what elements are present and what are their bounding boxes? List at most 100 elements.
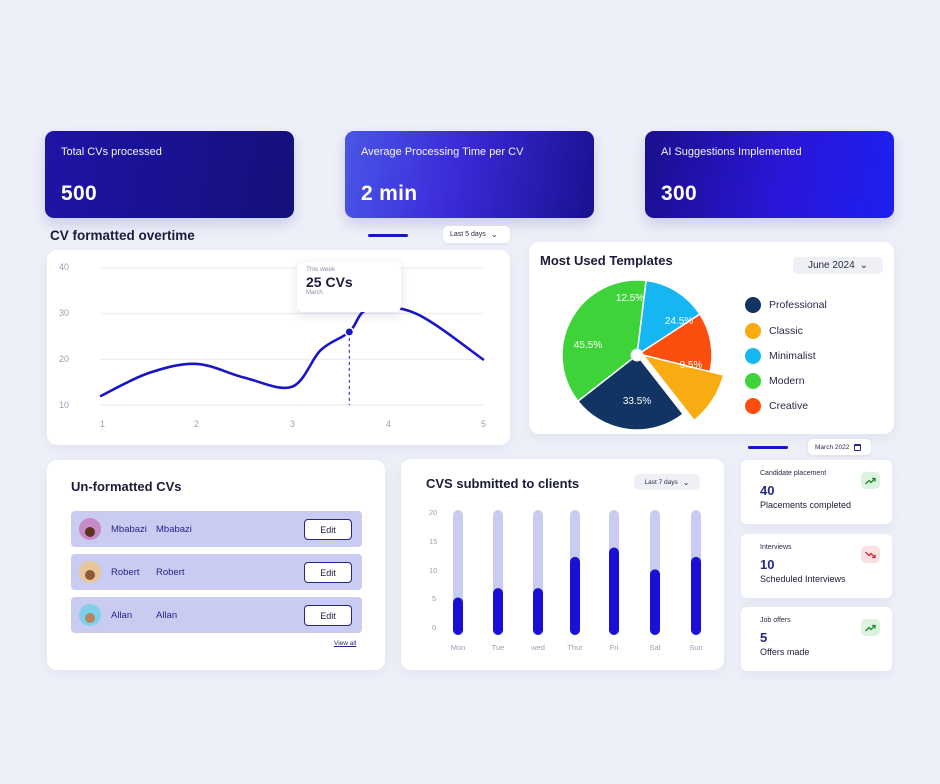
- mini-label: Job offers: [760, 617, 791, 624]
- x-tick: Fri: [610, 643, 619, 652]
- tooltip-sub: March: [306, 290, 323, 296]
- tooltip-value: 25 CVs: [306, 274, 353, 290]
- interviews-card: Interviews 10 Scheduled Interviews: [741, 534, 892, 598]
- legend-label: Professional: [769, 299, 827, 311]
- legend-label: Classic: [769, 325, 803, 337]
- avatar: [79, 604, 101, 626]
- bar-thur[interactable]: [570, 556, 580, 635]
- y-tick: 15: [429, 537, 438, 546]
- x-tick: 4: [386, 419, 392, 429]
- mini-label: Candidate placement: [760, 470, 827, 477]
- mini-value: 5: [760, 630, 768, 645]
- pie-slice-label: 9.5%: [680, 360, 703, 371]
- mini-label: Interviews: [760, 544, 792, 551]
- avatar: [79, 518, 101, 540]
- highlight-point[interactable]: [344, 326, 355, 337]
- bar-chart-plot: Mon Tue wed Thur Fri Sat Sun: [451, 510, 703, 652]
- view-all-link[interactable]: View all: [334, 640, 357, 647]
- templates-title: Most Used Templates: [540, 253, 673, 268]
- series-line: [99, 305, 485, 398]
- y-tick: 20: [59, 354, 70, 364]
- stat-value: 300: [661, 182, 697, 205]
- edit-button[interactable]: Edit: [304, 605, 352, 626]
- stat-label: AI Suggestions Implemented: [661, 146, 802, 158]
- pie-slice-professional[interactable]: [576, 353, 685, 431]
- pie-slice-modern[interactable]: [561, 279, 647, 403]
- submitted-chart-card: CVS submitted to clients Last 7 days ⌄ 2…: [401, 459, 724, 670]
- side-date-picker[interactable]: March 2022: [808, 439, 871, 455]
- mini-value: 40: [760, 483, 775, 498]
- pie-slice-classic[interactable]: [641, 353, 725, 422]
- pie-slice-minimalist[interactable]: [636, 279, 701, 357]
- job-offers-card: Job offers 5 Offers made: [741, 607, 892, 671]
- legend-dot: [745, 373, 761, 389]
- bar-tue[interactable]: [493, 588, 503, 635]
- first-name: Mbabazi: [111, 523, 147, 535]
- pie-slice-label: 12.5%: [616, 293, 644, 304]
- calendar-icon: [854, 443, 862, 451]
- date-label: March 2022: [815, 443, 850, 451]
- last-name: Robert: [156, 566, 185, 578]
- bar-mon[interactable]: [453, 597, 463, 636]
- legend-dot: [745, 323, 761, 339]
- stat-card-processing-time: Average Processing Time per CV 2 min: [345, 131, 594, 218]
- legend-line: [748, 446, 788, 449]
- bar-fri[interactable]: [609, 547, 619, 636]
- stat-value: 2 min: [361, 182, 418, 205]
- x-tick: Mon: [451, 643, 466, 652]
- last-name: Mbabazi: [156, 523, 192, 535]
- legend-dot: [745, 398, 761, 414]
- bar-sun[interactable]: [691, 556, 701, 635]
- pie-slice-label: 45.5%: [574, 340, 602, 351]
- legend-classic: Classic: [745, 323, 803, 339]
- bar-wed[interactable]: [533, 588, 543, 635]
- mini-sub: Placements completed: [760, 500, 852, 510]
- y-tick: 30: [59, 308, 70, 318]
- pie-slice-label: 24.5%: [665, 316, 693, 327]
- stat-card-ai-suggestions: AI Suggestions Implemented 300: [645, 131, 894, 218]
- legend-line: [368, 234, 408, 237]
- x-tick: 3: [290, 419, 296, 429]
- legend-dot: [745, 348, 761, 364]
- first-name: Allan: [111, 609, 133, 621]
- x-tick: Sun: [689, 643, 702, 652]
- y-tick: 40: [59, 262, 70, 272]
- submitted-filter-dropdown[interactable]: Last 7 days ⌄: [634, 474, 700, 490]
- mini-value: 10: [760, 557, 775, 572]
- legend-modern: Modern: [745, 373, 805, 389]
- cv-chart-title: CV formatted overtime: [50, 228, 195, 243]
- stat-card-total-cvs: Total CVs processed 500: [45, 131, 294, 218]
- legend-label: Creative: [769, 400, 809, 412]
- x-tick: 2: [194, 419, 200, 429]
- y-tick: 0: [432, 623, 437, 632]
- legend-label: Modern: [769, 375, 805, 387]
- unformatted-title: Un-formatted CVs: [71, 479, 182, 494]
- unformatted-row[interactable]: Mbabazi Mbabazi Edit: [71, 511, 362, 547]
- unformatted-row[interactable]: Robert Robert Edit: [71, 554, 362, 590]
- pie-chart: 33.5% 45.5% 12.5% 24.5% 9.5%: [561, 279, 725, 431]
- edit-button[interactable]: Edit: [304, 519, 352, 540]
- trend-up-icon: [861, 619, 880, 636]
- x-tick: Tue: [492, 643, 505, 652]
- y-tick: 10: [59, 400, 70, 410]
- templates-date-dropdown[interactable]: June 2024 ⌄: [793, 257, 883, 274]
- legend-professional: Professional: [745, 297, 827, 313]
- y-tick: 20: [429, 508, 438, 517]
- unformatted-row[interactable]: Allan Allan Edit: [71, 597, 362, 633]
- x-tick: Thur: [567, 643, 583, 652]
- cv-chart-filter-dropdown[interactable]: Last 5 days ⌄: [443, 226, 510, 243]
- legend-label: Minimalist: [769, 350, 816, 362]
- x-tick: 5: [481, 419, 487, 429]
- bar-sat[interactable]: [650, 569, 660, 635]
- mini-sub: Scheduled Interviews: [760, 574, 846, 584]
- templates-card: Most Used Templates June 2024 ⌄ 33.5% 45.…: [529, 242, 894, 434]
- avatar: [79, 561, 101, 583]
- pie-slice-label: 33.5%: [623, 396, 651, 407]
- candidate-placement-card: Candidate placement 40 Placements comple…: [741, 460, 892, 524]
- first-name: Robert: [111, 566, 140, 578]
- stat-label: Total CVs processed: [61, 146, 162, 158]
- chevron-down-icon: ⌄: [859, 260, 869, 271]
- edit-button[interactable]: Edit: [304, 562, 352, 583]
- trend-up-icon: [861, 472, 880, 489]
- filter-label: Last 7 days: [644, 478, 678, 486]
